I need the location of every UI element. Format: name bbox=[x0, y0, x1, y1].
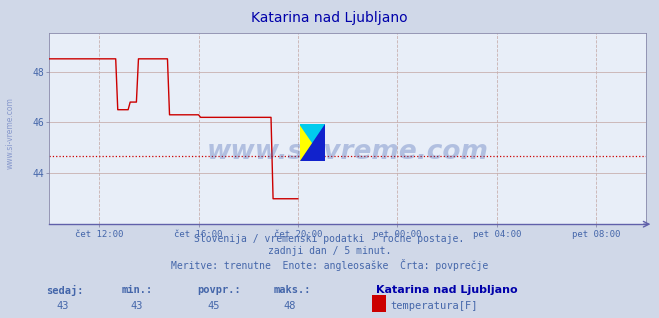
Text: zadnji dan / 5 minut.: zadnji dan / 5 minut. bbox=[268, 246, 391, 256]
Text: min.:: min.: bbox=[122, 285, 153, 294]
Text: povpr.:: povpr.: bbox=[198, 285, 241, 294]
Text: maks.:: maks.: bbox=[273, 285, 311, 294]
Text: sedaj:: sedaj: bbox=[46, 285, 84, 296]
Text: www.si-vreme.com: www.si-vreme.com bbox=[5, 98, 14, 169]
Polygon shape bbox=[300, 124, 325, 161]
Text: Katarina nad Ljubljano: Katarina nad Ljubljano bbox=[376, 285, 517, 294]
Text: temperatura[F]: temperatura[F] bbox=[390, 301, 478, 310]
Text: Meritve: trenutne  Enote: angleosaške  Črta: povprečje: Meritve: trenutne Enote: angleosaške Črt… bbox=[171, 259, 488, 271]
Polygon shape bbox=[300, 124, 325, 161]
Text: www.si-vreme.com: www.si-vreme.com bbox=[207, 139, 488, 165]
Text: 43: 43 bbox=[56, 301, 69, 310]
Text: Katarina nad Ljubljano: Katarina nad Ljubljano bbox=[251, 11, 408, 25]
Text: Slovenija / vremenski podatki - ročne postaje.: Slovenija / vremenski podatki - ročne po… bbox=[194, 234, 465, 244]
Text: 48: 48 bbox=[283, 301, 296, 310]
Text: 43: 43 bbox=[130, 301, 143, 310]
Polygon shape bbox=[300, 124, 325, 161]
Text: 45: 45 bbox=[208, 301, 220, 310]
